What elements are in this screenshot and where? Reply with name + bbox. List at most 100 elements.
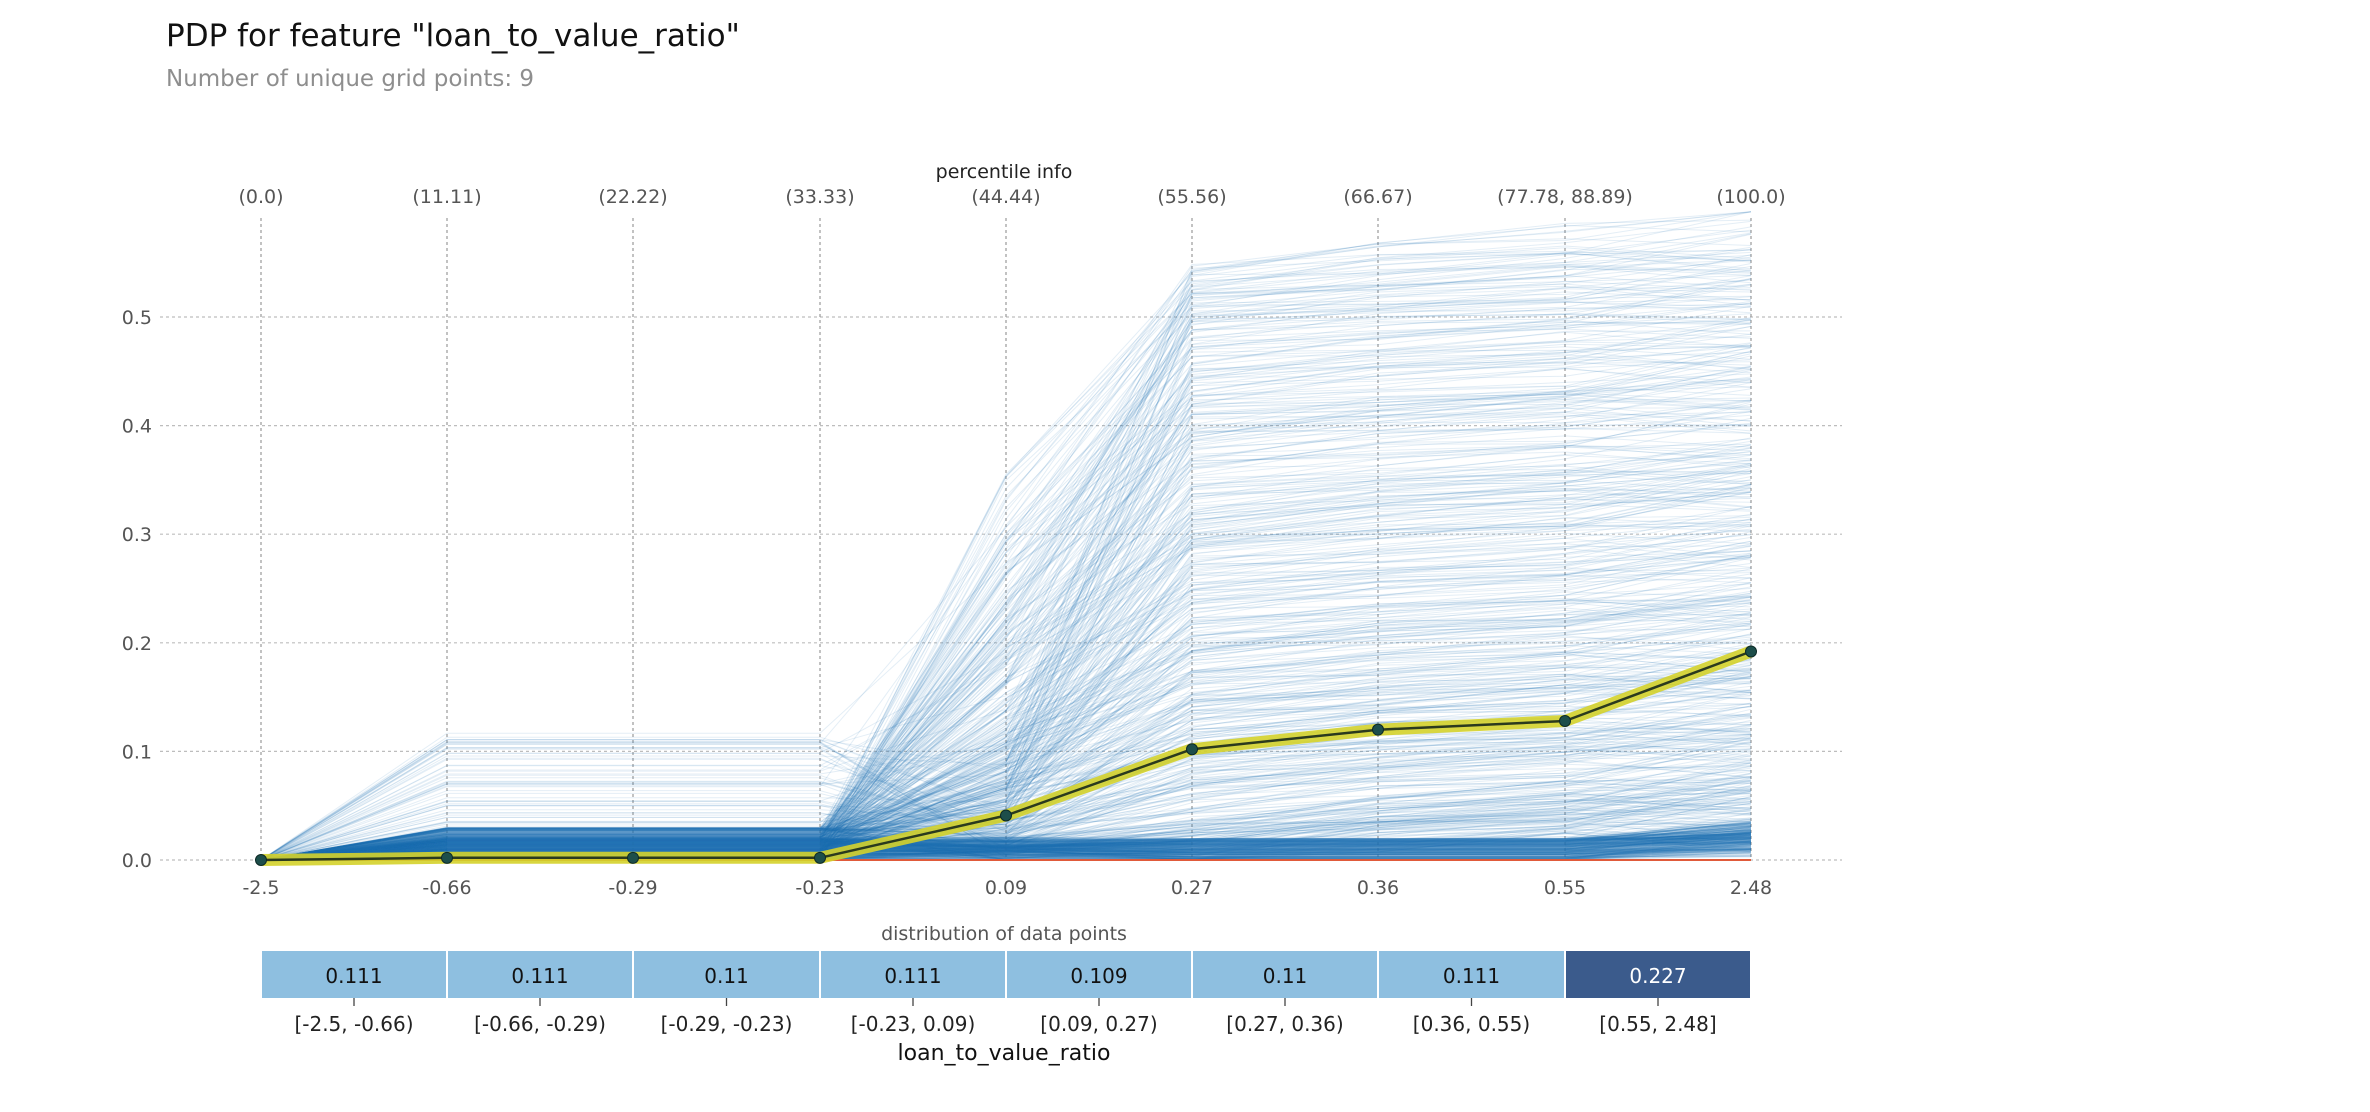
percentile-tick-label: (77.78, 88.89) bbox=[1497, 186, 1633, 208]
ice-line bbox=[260, 709, 1752, 861]
ice-line bbox=[260, 733, 1752, 861]
ice-line bbox=[260, 728, 1752, 861]
ice-line bbox=[260, 612, 1752, 861]
ice-line bbox=[260, 823, 1752, 861]
ice-line bbox=[260, 555, 1752, 861]
ice-line bbox=[260, 403, 1752, 861]
ice-line bbox=[260, 550, 1752, 861]
ice-line bbox=[260, 719, 1752, 861]
ice-line bbox=[260, 828, 1752, 861]
ice-line bbox=[260, 313, 1752, 861]
ice-line bbox=[260, 473, 1752, 861]
ice-line bbox=[260, 833, 1752, 861]
bin-label: [-0.29, -0.23) bbox=[661, 1012, 793, 1036]
ice-line bbox=[260, 366, 1752, 861]
percentile-axis-label: percentile info bbox=[936, 161, 1073, 183]
ice-line bbox=[260, 422, 1752, 861]
ice-line bbox=[260, 729, 1752, 861]
ice-line bbox=[260, 476, 1752, 861]
ice-line bbox=[260, 822, 1752, 861]
ice-line bbox=[260, 801, 1752, 861]
ice-line bbox=[260, 651, 1752, 861]
ice-line bbox=[260, 503, 1752, 861]
ice-line bbox=[260, 828, 1752, 861]
ice-line bbox=[260, 741, 1752, 861]
ice-line bbox=[260, 825, 1752, 861]
x-tick-label: -0.23 bbox=[795, 877, 844, 899]
ice-line bbox=[260, 723, 1752, 861]
ice-line bbox=[260, 347, 1752, 861]
ice-line bbox=[260, 368, 1752, 861]
chart-subtitle: Number of unique grid points: 9 bbox=[166, 66, 535, 92]
ice-line bbox=[260, 786, 1752, 861]
ice-line bbox=[260, 599, 1752, 861]
ice-line bbox=[260, 602, 1752, 861]
distribution-value: 0.11 bbox=[1263, 964, 1308, 988]
ice-line bbox=[260, 838, 1752, 861]
ice-line bbox=[260, 839, 1752, 861]
ice-line bbox=[260, 653, 1752, 861]
ice-line bbox=[260, 784, 1752, 861]
ice-line bbox=[260, 521, 1752, 861]
ice-line bbox=[260, 737, 1752, 861]
ice-line bbox=[260, 569, 1752, 861]
ice-line bbox=[260, 737, 1752, 861]
ice-line bbox=[260, 396, 1752, 861]
ice-line bbox=[260, 841, 1752, 861]
ice-line bbox=[260, 833, 1752, 861]
ice-line bbox=[260, 677, 1752, 861]
ice-line bbox=[260, 411, 1752, 861]
ice-line bbox=[260, 828, 1752, 861]
ice-line bbox=[260, 633, 1752, 861]
ice-line bbox=[260, 399, 1752, 861]
distribution-value: 0.11 bbox=[704, 964, 749, 988]
ice-line bbox=[260, 798, 1752, 861]
ice-line bbox=[260, 451, 1752, 861]
ice-line bbox=[260, 829, 1752, 861]
ice-line bbox=[260, 747, 1752, 861]
ice-line bbox=[260, 840, 1752, 861]
ice-line bbox=[260, 837, 1752, 861]
pdp-point bbox=[1186, 743, 1198, 756]
ice-line bbox=[260, 545, 1752, 861]
y-tick-label: 0.0 bbox=[122, 850, 152, 872]
x-axis-label: loan_to_value_ratio bbox=[898, 1041, 1111, 1066]
ice-line bbox=[260, 782, 1752, 861]
ice-line bbox=[260, 505, 1752, 861]
ice-line bbox=[260, 540, 1752, 861]
ice-line bbox=[260, 226, 1752, 861]
ice-line bbox=[260, 671, 1752, 861]
ice-line bbox=[260, 765, 1752, 861]
ice-line bbox=[260, 800, 1752, 861]
ice-line bbox=[260, 829, 1752, 861]
ice-line bbox=[260, 700, 1752, 861]
ice-line bbox=[260, 543, 1752, 861]
ice-line bbox=[260, 635, 1752, 861]
ice-line bbox=[260, 835, 1752, 861]
ice-line bbox=[260, 836, 1752, 861]
bin-label: [0.36, 0.55) bbox=[1413, 1012, 1530, 1036]
ice-line bbox=[260, 249, 1752, 861]
ice-line bbox=[260, 828, 1752, 861]
ice-line bbox=[260, 833, 1752, 861]
ice-line bbox=[260, 833, 1752, 861]
ice-line bbox=[260, 779, 1752, 861]
y-tick-label: 0.4 bbox=[122, 416, 152, 438]
ice-line bbox=[260, 753, 1752, 861]
ice-line bbox=[260, 568, 1752, 861]
ice-line bbox=[260, 491, 1752, 861]
ice-line bbox=[260, 780, 1752, 861]
ice-line bbox=[260, 661, 1752, 861]
ice-line bbox=[260, 828, 1752, 861]
ice-line bbox=[260, 790, 1752, 861]
ice-line bbox=[260, 275, 1752, 861]
ice-line bbox=[260, 251, 1752, 861]
ice-line bbox=[260, 656, 1752, 861]
ice-line bbox=[260, 838, 1752, 861]
ice-line bbox=[260, 843, 1752, 861]
ice-line bbox=[260, 834, 1752, 861]
ice-line bbox=[260, 828, 1752, 861]
ice-line bbox=[260, 825, 1752, 861]
ice-line bbox=[260, 807, 1752, 861]
ice-line bbox=[260, 322, 1752, 861]
